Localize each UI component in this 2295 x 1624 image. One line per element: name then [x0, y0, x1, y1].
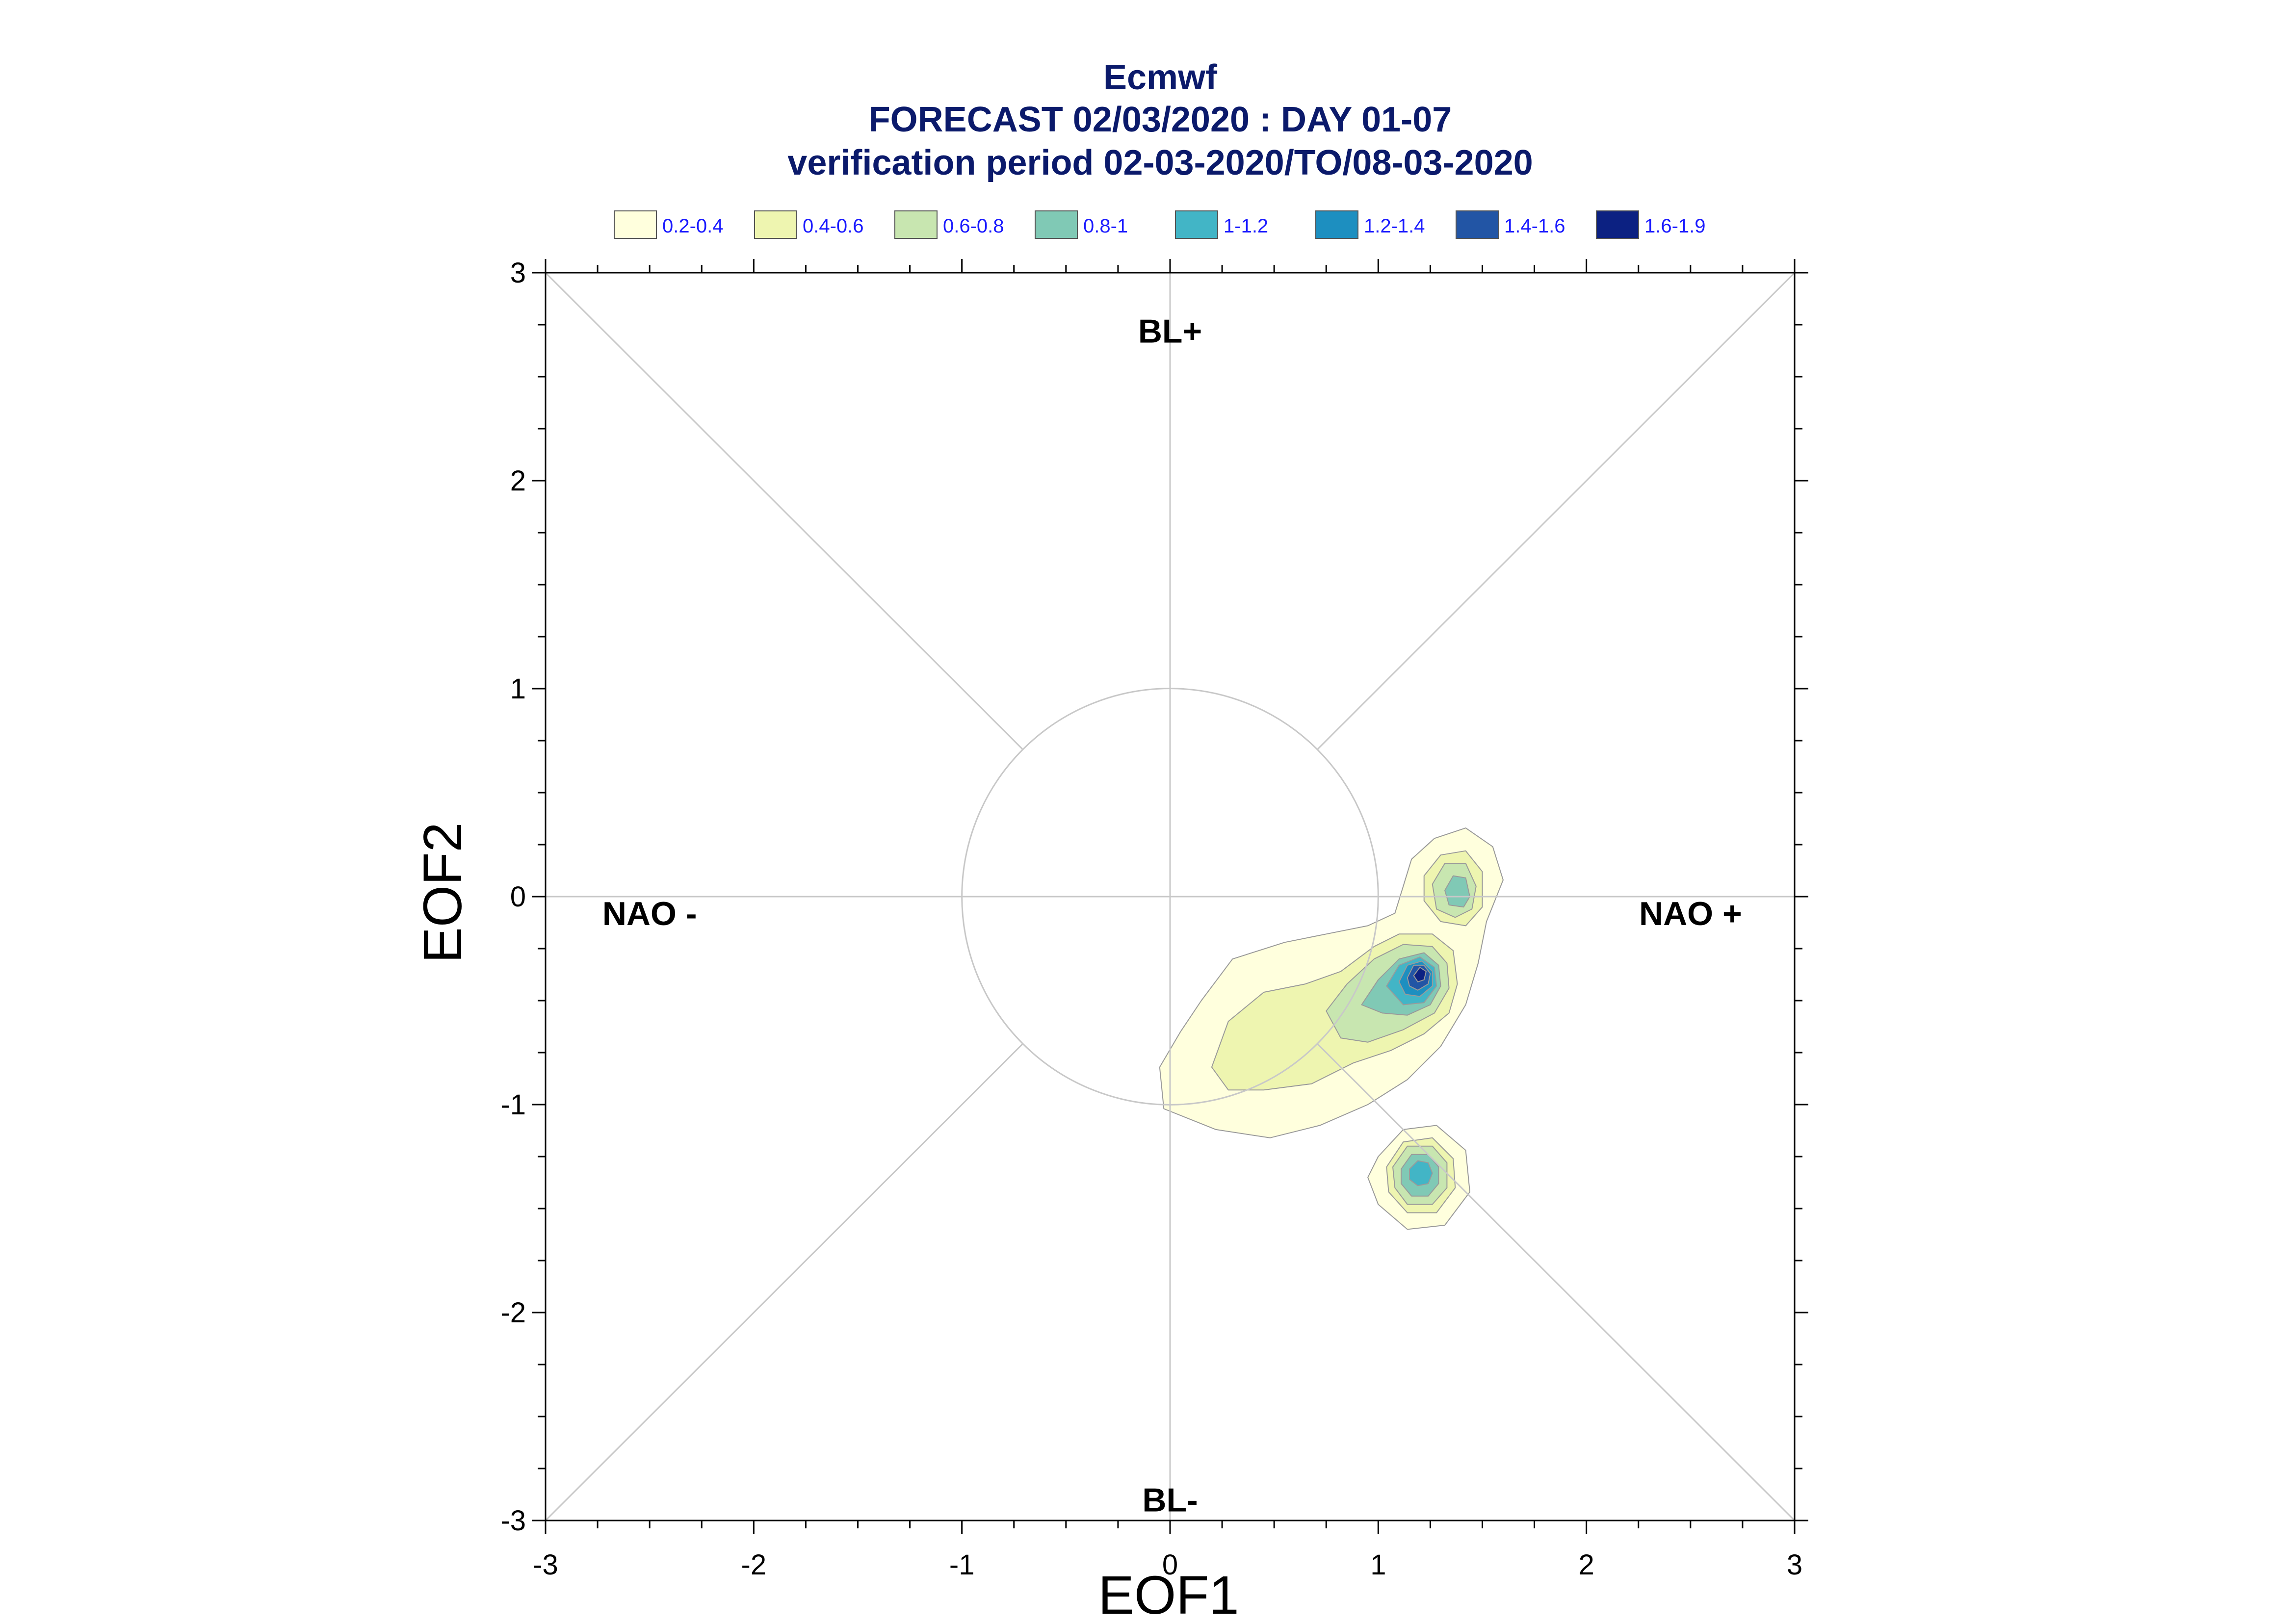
title-line-2: FORECAST 02/03/2020 : DAY 01-07 — [869, 100, 1452, 139]
x-tick-label: -1 — [949, 1549, 975, 1581]
x-tick-label: 2 — [1579, 1549, 1594, 1581]
legend-label: 1.6-1.9 — [1644, 215, 1706, 237]
legend-swatch — [894, 210, 938, 239]
diagonal-line — [545, 1043, 1024, 1521]
diagonal-line — [1316, 1043, 1796, 1521]
x-tick-label: 1 — [1370, 1549, 1386, 1581]
legend-swatch — [1035, 210, 1078, 239]
y-tick-label: -1 — [500, 1089, 526, 1121]
legend-swatch — [1456, 210, 1499, 239]
legend: 0.2-0.4 0.4-0.6 0.6-0.8 0.8-1 1-1.2 1.2-1.4 1.… — [614, 210, 1706, 239]
region-label: NAO + — [1639, 895, 1742, 932]
diagonal-line — [545, 272, 1024, 750]
title-line-1: Ecmwf — [1103, 58, 1218, 97]
x-tick-label: 0 — [1162, 1549, 1178, 1581]
y-tick-label: -3 — [500, 1505, 526, 1537]
x-tick-label: -3 — [533, 1549, 558, 1581]
density-contour — [1409, 1160, 1433, 1186]
legend-label: 0.4-0.6 — [803, 215, 864, 237]
density-contour — [1413, 967, 1427, 982]
x-tick-label: -2 — [741, 1549, 767, 1581]
diagonal-line — [1316, 272, 1796, 750]
y-tick-label: 1 — [510, 673, 526, 705]
legend-swatch — [1315, 210, 1358, 239]
legend-label: 1.4-1.6 — [1504, 215, 1565, 237]
legend-swatch — [614, 210, 657, 239]
x-tick-label: 3 — [1787, 1549, 1802, 1581]
y-tick-label: 2 — [510, 465, 526, 497]
legend-swatch — [1596, 210, 1639, 239]
legend-label: 0.2-0.4 — [662, 215, 724, 237]
region-label: NAO - — [602, 895, 697, 932]
x-axis-title: EOF1 — [1098, 1565, 1239, 1624]
legend-label: 0.6-0.8 — [943, 215, 1004, 237]
legend-label: 1.2-1.4 — [1364, 215, 1425, 237]
region-label: BL+ — [1138, 313, 1202, 350]
y-tick-label: 3 — [510, 257, 526, 289]
region-label: BL- — [1142, 1482, 1198, 1519]
plot-area: BL+ BL- NAO - NAO + — [545, 272, 1796, 1521]
legend-label: 1-1.2 — [1224, 215, 1268, 237]
chart-title: Ecmwf FORECAST 02/03/2020 : DAY 01-07 ve… — [787, 58, 1533, 182]
y-axis-title: EOF2 — [413, 822, 473, 963]
y-tick-label: 0 — [510, 881, 526, 913]
legend-label: 0.8-1 — [1083, 215, 1128, 237]
title-line-3: verification period 02-03-2020/TO/08-03-… — [787, 143, 1533, 182]
legend-swatch — [1175, 210, 1218, 239]
reference-circle — [961, 688, 1379, 1106]
axes: -3 -2 -1 0 1 2 3 -3 -2 -1 0 1 2 3 — [500, 257, 1808, 1581]
y-tick-label: -2 — [500, 1297, 526, 1329]
legend-swatch — [754, 210, 797, 239]
